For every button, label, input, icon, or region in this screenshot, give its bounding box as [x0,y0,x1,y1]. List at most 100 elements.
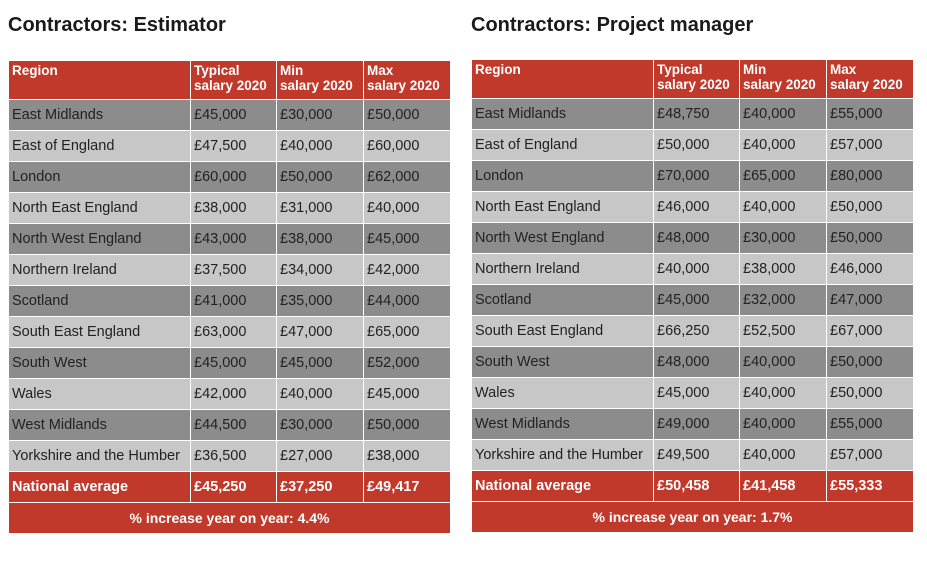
typical-salary-cell: £45,000 [190,347,277,379]
typical-salary-cell: £41,000 [190,285,277,317]
typical-salary-cell: £47,500 [190,130,277,162]
region-cell: West Midlands [471,408,654,440]
typical-salary-cell: £50,000 [653,129,740,161]
typical-salary-header: Typical salary 2020 [653,59,740,99]
min-salary-cell: £34,000 [276,254,364,286]
typical-salary-cell: £49,500 [653,439,740,471]
region-cell: London [8,161,191,193]
typical-salary-cell: £38,000 [190,192,277,224]
typical-salary-cell: £43,000 [190,223,277,255]
region-cell: South West [8,347,191,379]
max-salary-cell: £80,000 [826,160,914,192]
max-salary-cell: £55,000 [826,408,914,440]
max-salary-cell: £57,000 [826,439,914,471]
year-on-year-increase: % increase year on year: 4.4% [8,502,451,534]
estimator-title: Contractors: Estimator [8,14,226,36]
max-salary-cell: £57,000 [826,129,914,161]
typical-salary-cell: £60,000 [190,161,277,193]
min-salary-header: Min salary 2020 [739,59,827,99]
min-salary-cell: £27,000 [276,440,364,472]
table-row: Wales £42,000 £40,000 £45,000 [8,378,451,410]
typical-salary-cell: £37,500 [190,254,277,286]
table-header-row: Region Typical salary 2020 Min salary 2020… [471,59,914,99]
min-salary-cell: £30,000 [276,409,364,441]
typical-salary-cell: £48,000 [653,222,740,254]
national-average-label: National average [8,471,191,503]
region-cell: South East England [8,316,191,348]
typical-salary-header: Typical salary 2020 [190,60,277,100]
min-salary-cell: £50,000 [276,161,364,193]
min-salary-cell: £40,000 [276,378,364,410]
region-cell: South West [471,346,654,378]
typical-salary-cell: £45,000 [190,99,277,131]
region-cell: North East England [471,191,654,223]
max-salary-cell: £42,000 [363,254,451,286]
region-cell: Yorkshire and the Humber [8,440,191,472]
region-cell: South East England [471,315,654,347]
typical-salary-cell: £40,000 [653,253,740,285]
year-on-year-increase: % increase year on year: 1.7% [471,501,914,533]
max-salary-cell: £50,000 [826,346,914,378]
max-salary-header: Max salary 2020 [363,60,451,100]
table-row: Yorkshire and the Humber £36,500 £27,000 £3… [8,440,451,472]
national-average-row: National average £45,250 £37,250 £49,417 [8,471,451,503]
project-manager-table: Region Typical salary 2020 Min salary 2020… [471,59,914,533]
region-cell: North East England [8,192,191,224]
min-salary-cell: £47,000 [276,316,364,348]
max-salary-cell: £47,000 [826,284,914,316]
table-header-row: Region Typical salary 2020 Min salary 2020… [8,60,451,100]
region-cell: Northern Ireland [471,253,654,285]
max-salary-cell: £45,000 [363,223,451,255]
max-salary-cell: £55,000 [826,98,914,130]
min-salary-cell: £38,000 [276,223,364,255]
typical-salary-cell: £48,750 [653,98,740,130]
typical-salary-cell: £44,500 [190,409,277,441]
region-header: Region [8,60,191,100]
region-cell: Wales [8,378,191,410]
typical-salary-cell: £50,458 [653,470,740,502]
table-row: Scotland £45,000 £32,000 £47,000 [471,284,914,316]
region-cell: East Midlands [8,99,191,131]
region-cell: London [471,160,654,192]
national-average-label: National average [471,470,654,502]
table-row: West Midlands £49,000 £40,000 £55,000 [471,408,914,440]
table-row: South East England £66,250 £52,500 £67,000 [471,315,914,347]
table-row: North West England £43,000 £38,000 £45,000 [8,223,451,255]
region-cell: Scotland [471,284,654,316]
region-header: Region [471,59,654,99]
table-row: South East England £63,000 £47,000 £65,000 [8,316,451,348]
max-salary-cell: £45,000 [363,378,451,410]
region-cell: North West England [471,222,654,254]
max-salary-cell: £50,000 [363,99,451,131]
min-salary-cell: £40,000 [739,129,827,161]
max-salary-cell: £50,000 [826,191,914,223]
max-salary-cell: £50,000 [363,409,451,441]
min-salary-cell: £37,250 [276,471,364,503]
table-row: Yorkshire and the Humber £49,500 £40,000 £5… [471,439,914,471]
min-salary-cell: £30,000 [276,99,364,131]
estimator-panel: Contractors: Estimator Region Typical sal… [8,0,451,534]
table-row: South West £45,000 £45,000 £52,000 [8,347,451,379]
max-salary-cell: £40,000 [363,192,451,224]
footer-row: % increase year on year: 4.4% [8,502,451,534]
typical-salary-cell: £70,000 [653,160,740,192]
max-salary-cell: £65,000 [363,316,451,348]
table-row: Wales £45,000 £40,000 £50,000 [471,377,914,409]
region-cell: Scotland [8,285,191,317]
min-salary-cell: £41,458 [739,470,827,502]
typical-salary-cell: £36,500 [190,440,277,472]
max-salary-cell: £52,000 [363,347,451,379]
max-salary-cell: £50,000 [826,222,914,254]
table-row: East of England £47,500 £40,000 £60,000 [8,130,451,162]
region-cell: Wales [471,377,654,409]
table-row: London £70,000 £65,000 £80,000 [471,160,914,192]
min-salary-cell: £40,000 [739,439,827,471]
footer-row: % increase year on year: 1.7% [471,501,914,533]
min-salary-header: Min salary 2020 [276,60,364,100]
table-row: South West £48,000 £40,000 £50,000 [471,346,914,378]
estimator-table: Region Typical salary 2020 Min salary 2020… [8,60,451,534]
max-salary-cell: £60,000 [363,130,451,162]
min-salary-cell: £40,000 [276,130,364,162]
table-row: East of England £50,000 £40,000 £57,000 [471,129,914,161]
region-cell: West Midlands [8,409,191,441]
